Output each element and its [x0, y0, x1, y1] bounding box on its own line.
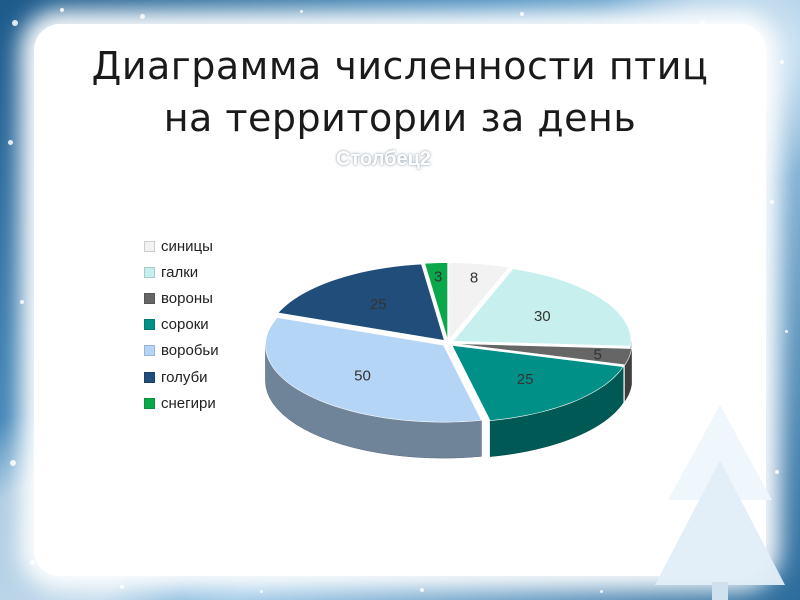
legend-label: вороны — [161, 289, 213, 307]
snowflake-dot — [30, 560, 35, 565]
pie-slice-вороны — [453, 343, 632, 366]
legend-label: синицы — [161, 237, 213, 255]
legend-swatch — [144, 319, 155, 331]
pie-data-labels: 8 30 5 25 50 25 3 — [354, 269, 602, 388]
snowflake-dot — [120, 585, 124, 589]
christmas-tree-decoration — [655, 365, 785, 600]
snowflake-dot — [785, 330, 788, 333]
snowflake-dot — [775, 470, 779, 474]
legend-item: сороки — [144, 312, 219, 338]
slide-title-line-2: на территории за день — [163, 96, 637, 140]
legend-label: галки — [161, 263, 199, 281]
legend-item: галки — [144, 259, 219, 285]
legend-swatch — [144, 292, 155, 304]
legend-swatch — [144, 345, 155, 357]
pie-side-walls — [265, 341, 632, 459]
data-label: 3 — [434, 269, 442, 286]
snowflake-dot — [780, 60, 784, 64]
data-label: 5 — [594, 346, 602, 363]
slide-title-line-1: Диаграмма численности птиц — [91, 44, 709, 88]
snowflake-dot — [20, 300, 24, 304]
snowflake-dot — [770, 200, 774, 204]
data-label: 8 — [470, 270, 478, 287]
data-label: 25 — [370, 296, 387, 313]
snowflake-dot — [700, 20, 705, 25]
pie-slice-снегири — [424, 262, 448, 340]
snowflake-dot — [12, 20, 18, 26]
snowflake-dot — [8, 140, 13, 145]
legend-label: сороки — [161, 316, 209, 334]
pie-slice-воробьи — [265, 317, 482, 423]
pie-slice-галки — [452, 268, 632, 347]
snowflake-dot — [10, 460, 16, 466]
snowflake-dot — [300, 10, 303, 13]
legend-item: голуби — [144, 364, 219, 390]
legend-item: синицы — [144, 233, 219, 259]
legend-swatch — [144, 371, 155, 383]
legend-label: воробьи — [161, 342, 219, 360]
pie-slice-синицы — [448, 262, 510, 341]
legend-label: снегири — [161, 394, 216, 412]
snowflake-dot — [420, 588, 424, 592]
legend-label: голуби — [161, 368, 208, 386]
legend-swatch — [144, 266, 155, 278]
data-label: 30 — [534, 308, 551, 325]
data-label: 50 — [354, 367, 371, 384]
data-label: 25 — [517, 371, 534, 388]
legend-item: вороны — [144, 285, 219, 311]
pie-slice-голуби — [277, 263, 445, 341]
legend-swatch — [144, 397, 155, 409]
chart-legend: синицы галки вороны сороки воробьи голуб… — [144, 233, 219, 416]
snowflake-dot — [600, 590, 603, 593]
legend-item: воробьи — [144, 338, 219, 364]
legend-swatch — [144, 240, 155, 252]
pie-slice-сороки — [451, 345, 624, 421]
snowflake-dot — [260, 590, 263, 593]
snowflake-dot — [140, 14, 145, 19]
snowflake-dot — [60, 8, 64, 12]
legend-item: снегири — [144, 390, 219, 416]
chart-title: Столбец2 — [336, 148, 432, 170]
pie-top-faces — [265, 262, 632, 423]
snowflake-dot — [520, 12, 524, 16]
slide-title: Диаграмма численности птиц на территории… — [34, 40, 766, 144]
